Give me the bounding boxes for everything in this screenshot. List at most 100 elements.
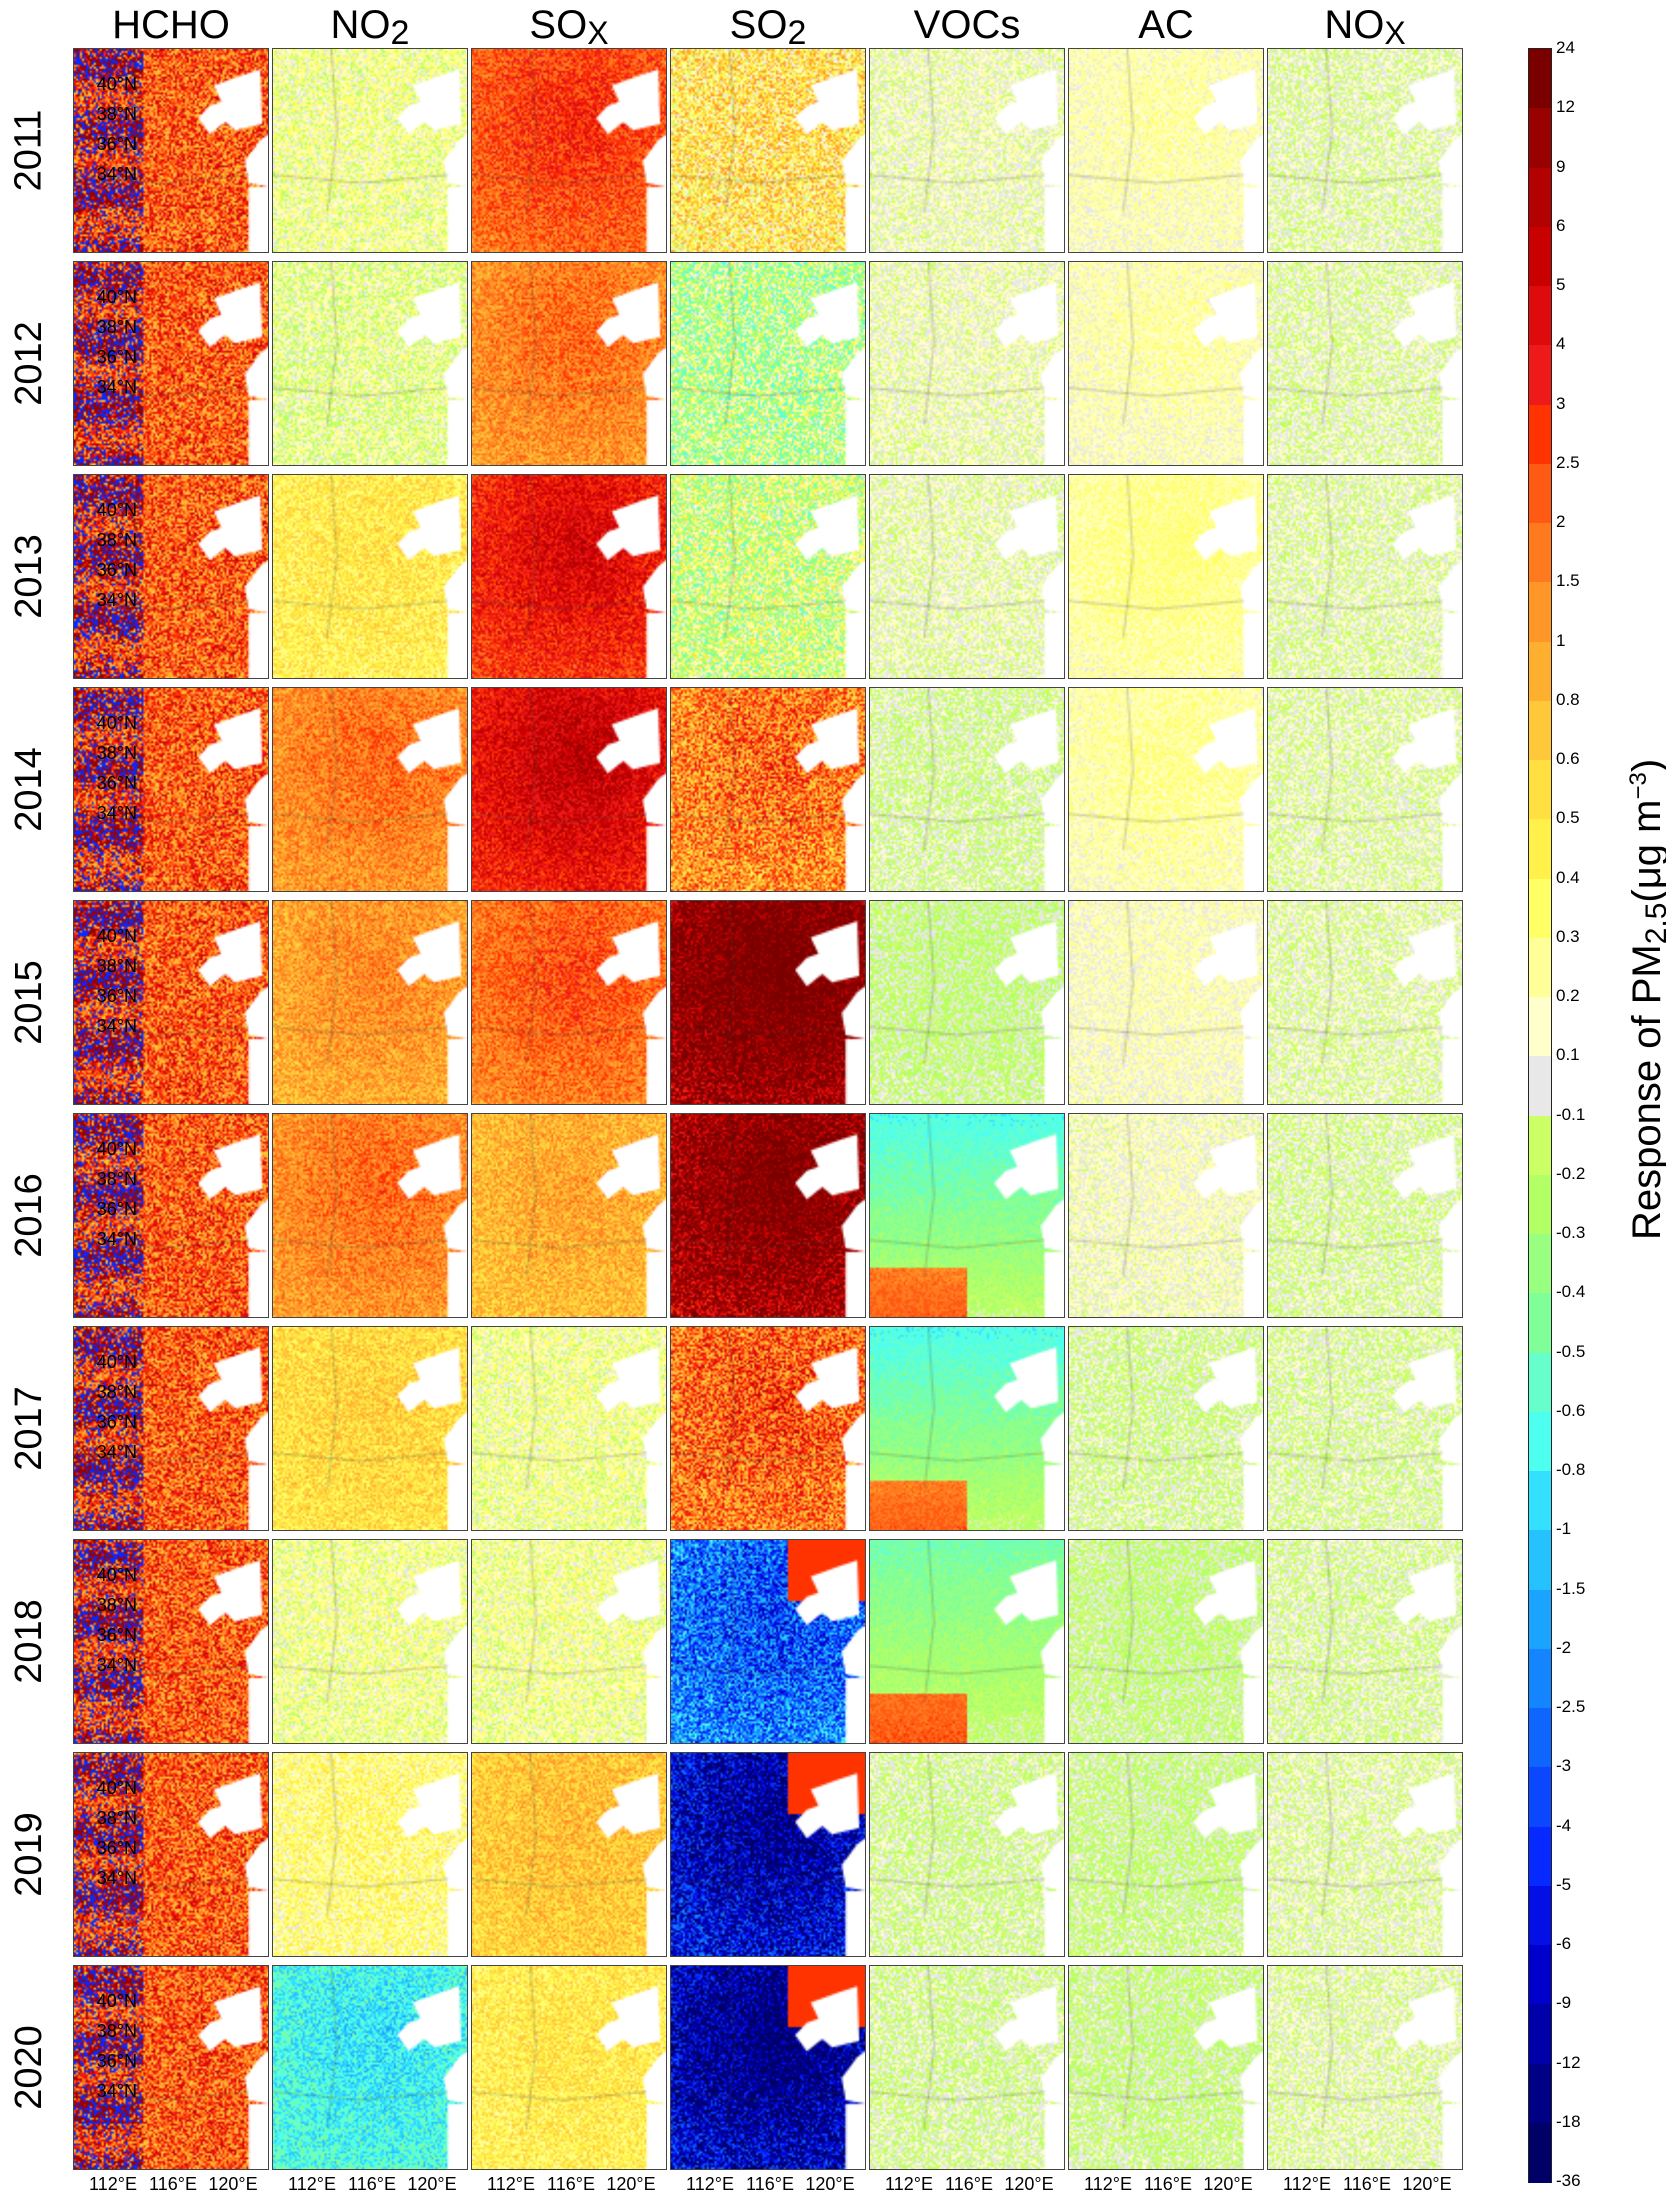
map-panel-2012-4 <box>869 261 1065 466</box>
map-raster <box>1268 901 1462 1104</box>
latitude-tick: 34°N <box>96 164 137 184</box>
colorbar-tick-label: -1 <box>1556 1519 1572 1539</box>
map-panel-2013-6 <box>1267 474 1463 679</box>
latitude-tick: 38°N <box>96 1382 137 1402</box>
colorbar-segment <box>1529 49 1551 109</box>
column-title-text: NO <box>330 3 391 47</box>
map-panel-2014-0 <box>73 687 269 892</box>
colorbar-segment <box>1529 1885 1551 1946</box>
longitude-tick: 120°E <box>1004 2174 1054 2194</box>
map-panel-2018-6 <box>1267 1539 1463 1744</box>
map-panel-2013-2 <box>471 474 667 679</box>
column-title-0: HCHO <box>73 0 269 50</box>
map-panel-2020-6 <box>1267 1965 1463 2170</box>
colorbar-segment <box>1529 108 1551 168</box>
map-raster <box>1069 1540 1263 1743</box>
map-panel-2017-6 <box>1267 1326 1463 1531</box>
map-raster <box>1069 1753 1263 1956</box>
map-panel-2012-1 <box>272 261 468 466</box>
year-label-text: 2013 <box>7 534 50 619</box>
latitude-tick: 34°N <box>96 1016 137 1036</box>
map-raster <box>870 262 1064 465</box>
colorbar-title-part: (μg m <box>1625 799 1666 903</box>
map-panel-2014-1 <box>272 687 468 892</box>
colorbar-tick-label: 0.2 <box>1556 986 1580 1005</box>
latitude-tick: 38°N <box>96 956 137 976</box>
map-panel-2015-0 <box>73 900 269 1105</box>
column-title-text: NO <box>1324 3 1385 47</box>
map-raster <box>472 1966 666 2169</box>
latitude-tick: 36°N <box>96 986 137 1006</box>
latitude-tick: 34°N <box>96 1442 137 1462</box>
colorbar-segment <box>1529 1174 1551 1235</box>
map-panel-2017-5 <box>1068 1326 1264 1531</box>
latitude-tick: 38°N <box>96 743 137 763</box>
longitude-tick: 116°E <box>1144 2174 1192 2194</box>
latitude-tick: 40°N <box>96 926 137 946</box>
colorbar-tick-label: -18 <box>1556 2111 1581 2131</box>
map-panel-2015-1 <box>272 900 468 1105</box>
map-raster <box>74 688 268 891</box>
colorbar-tick-label: 4 <box>1556 334 1566 354</box>
colorbar-segment <box>1529 1115 1551 1176</box>
map-panel-2019-1 <box>272 1752 468 1957</box>
map-raster <box>1268 49 1462 252</box>
colorbar-title-part: Response of PM <box>1625 944 1666 1240</box>
latitude-tick: 36°N <box>96 2051 137 2071</box>
longitude-tick: 112°E <box>686 2174 734 2194</box>
colorbar-segment <box>1529 523 1551 583</box>
map-raster <box>1069 49 1263 252</box>
latitude-tick: 36°N <box>96 1412 137 1432</box>
year-label-2014: 2014 <box>0 687 58 892</box>
longitude-tick: 120°E <box>1402 2174 1452 2194</box>
map-raster <box>74 262 268 465</box>
map-raster <box>671 1327 865 1530</box>
map-raster <box>870 901 1064 1104</box>
map-panel-2020-3 <box>670 1965 866 2170</box>
colorbar-segment <box>1529 997 1551 1057</box>
map-panel-2018-0 <box>73 1539 269 1744</box>
latitude-tick: 34°N <box>96 590 137 610</box>
longitude-tick: 112°E <box>89 2174 137 2194</box>
map-raster <box>1268 1114 1462 1317</box>
year-label-text: 2017 <box>7 1386 50 1471</box>
colorbar-segment <box>1529 226 1551 287</box>
column-title-2: SOX <box>471 0 667 51</box>
column-title-4: VOCs <box>869 0 1065 50</box>
colorbar-tick-label: -0.3 <box>1556 1223 1586 1242</box>
map-raster <box>74 49 268 252</box>
colorbar-segment <box>1529 286 1551 346</box>
latitude-tick: 36°N <box>96 1838 137 1858</box>
map-panel-2018-2 <box>471 1539 667 1744</box>
year-label-2013: 2013 <box>0 474 58 679</box>
colorbar-tick-label: -2.5 <box>1556 1697 1586 1716</box>
map-raster <box>671 1540 865 1743</box>
longitude-tick: 120°E <box>805 2174 855 2194</box>
map-raster <box>74 1540 268 1743</box>
column-title-text: HCHO <box>112 3 230 47</box>
colorbar <box>1528 48 1552 2183</box>
map-raster <box>472 688 666 891</box>
map-raster <box>1268 1327 1462 1530</box>
map-panel-2012-5 <box>1068 261 1264 466</box>
map-raster <box>1268 1966 1462 2169</box>
colorbar-segment <box>1529 700 1551 761</box>
longitude-tick: 112°E <box>885 2174 933 2194</box>
map-panel-2019-4 <box>869 1752 1065 1957</box>
map-raster <box>273 688 467 891</box>
map-panel-2020-0 <box>73 1965 269 2170</box>
longitude-tick: 116°E <box>149 2174 197 2194</box>
map-raster <box>870 475 1064 678</box>
map-raster <box>273 262 467 465</box>
latitude-tick: 40°N <box>96 713 137 733</box>
longitude-tick: 120°E <box>1203 2174 1253 2194</box>
colorbar-tick-label: 5 <box>1556 275 1566 294</box>
longitude-tick: 120°E <box>208 2174 258 2194</box>
column-title-subscript: X <box>587 15 609 51</box>
year-label-2020: 2020 <box>0 1965 58 2170</box>
colorbar-title-part: 2.5 <box>1640 902 1666 945</box>
colorbar-tick-label: 1.5 <box>1556 571 1580 591</box>
map-panel-2013-0 <box>73 474 269 679</box>
latitude-tick: 34°N <box>96 1229 137 1249</box>
